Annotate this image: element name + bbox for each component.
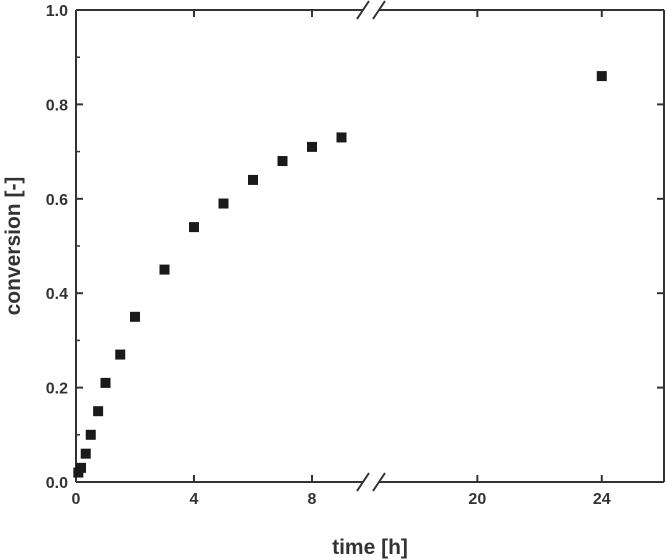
y-tick-label: 0.4 <box>46 286 68 303</box>
y-tick-label: 0.6 <box>46 192 68 209</box>
data-point <box>189 222 199 233</box>
ticks: 0.0 0.2 0.4 0.6 0.8 1.0 0 4 8 20 24 <box>46 3 664 508</box>
data-point <box>85 429 96 440</box>
data-point <box>100 377 111 388</box>
data-point <box>277 156 288 167</box>
x-tick-label: 24 <box>593 491 611 508</box>
x-tick-label: 0 <box>72 491 81 508</box>
x-tick-label: 4 <box>190 491 199 508</box>
axes <box>75 0 665 492</box>
data-point <box>596 71 607 82</box>
y-tick-label: 0.2 <box>46 381 68 398</box>
data-point <box>76 462 87 473</box>
data-point <box>307 141 317 152</box>
y-tick-label: 0.0 <box>46 475 68 492</box>
y-tick-label: 1.0 <box>46 3 68 20</box>
axis-break-mark-top-right <box>372 0 386 20</box>
data-point <box>248 174 258 185</box>
data-point <box>218 198 229 209</box>
axis-break-mark-bottom-left <box>356 472 370 492</box>
y-axis-title: conversion [-] <box>2 177 25 316</box>
data-point <box>336 132 347 143</box>
axis-break-mark-bottom-right <box>372 472 386 492</box>
data-point <box>159 264 170 275</box>
y-tick-label: 0.8 <box>46 97 68 114</box>
x-axis-title: time [h] <box>332 536 408 559</box>
data-point <box>93 406 104 417</box>
x-tick-label: 8 <box>308 491 317 508</box>
data-point <box>80 448 91 459</box>
data-point <box>115 349 126 360</box>
data-point <box>130 311 140 322</box>
axis-break-mark-top-left <box>356 0 370 20</box>
data-points <box>73 71 607 478</box>
x-tick-label: 20 <box>468 491 486 508</box>
